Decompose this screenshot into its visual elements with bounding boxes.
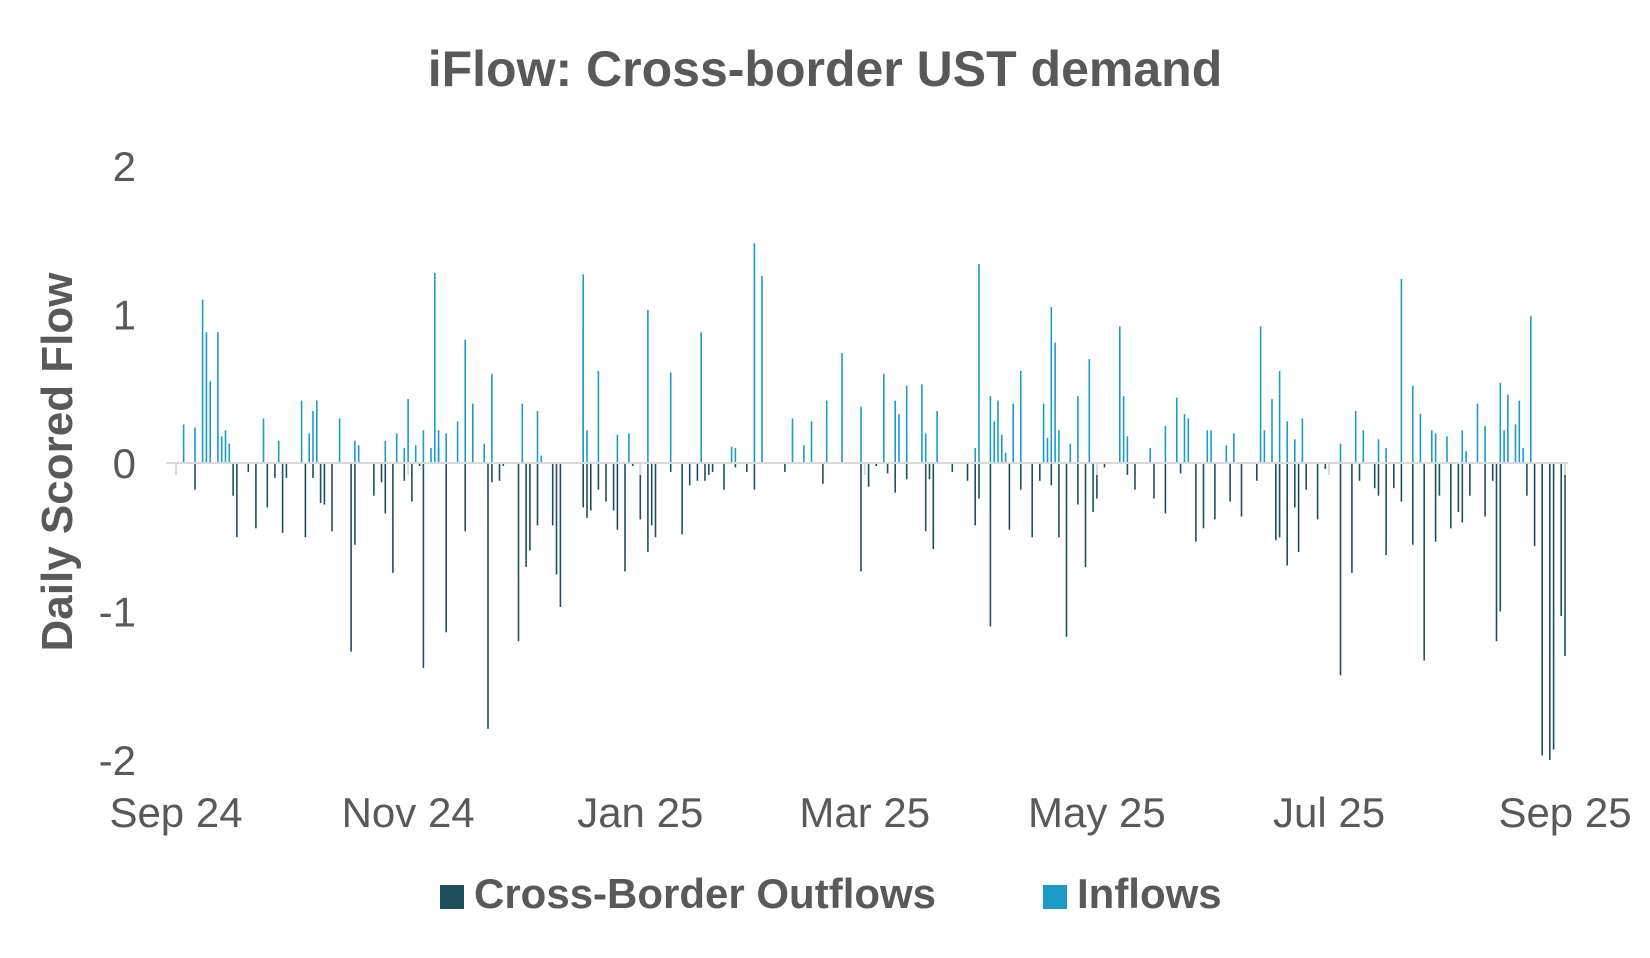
- legend-swatch-inflows: [1043, 885, 1067, 909]
- zero-axis: [166, 462, 1568, 475]
- x-axis-ticks: Sep 24 Nov 24 Jan 25 Mar 25 May 25 Jul 25 Sep …: [109, 789, 1631, 836]
- y-tick-label: 2: [113, 143, 136, 190]
- y-tick-label: -2: [99, 737, 136, 784]
- inflows-bars: [182, 243, 1532, 463]
- x-tick-label: Jan 25: [577, 789, 703, 836]
- y-axis-label: Daily Scored Flow: [33, 272, 82, 652]
- x-tick-label: Jul 25: [1273, 789, 1385, 836]
- outflows-bars: [194, 463, 1566, 760]
- legend: Cross-Border Outflows Inflows: [440, 870, 1222, 917]
- x-tick-label: Sep 25: [1498, 789, 1631, 836]
- x-tick-label: Sep 24: [109, 789, 242, 836]
- legend-swatch-outflows: [440, 885, 464, 909]
- x-tick-label: Mar 25: [799, 789, 930, 836]
- y-axis-ticks: 2 1 0 -1 -2: [99, 143, 136, 784]
- y-tick-label: 1: [113, 292, 136, 339]
- legend-label-inflows: Inflows: [1077, 870, 1222, 917]
- x-tick-label: Nov 24: [342, 789, 475, 836]
- legend-label-outflows: Cross-Border Outflows: [474, 870, 936, 917]
- y-tick-label: -1: [99, 589, 136, 636]
- y-tick-label: 0: [113, 440, 136, 487]
- chart-title: iFlow: Cross-border UST demand: [428, 41, 1223, 97]
- x-tick-label: May 25: [1028, 789, 1166, 836]
